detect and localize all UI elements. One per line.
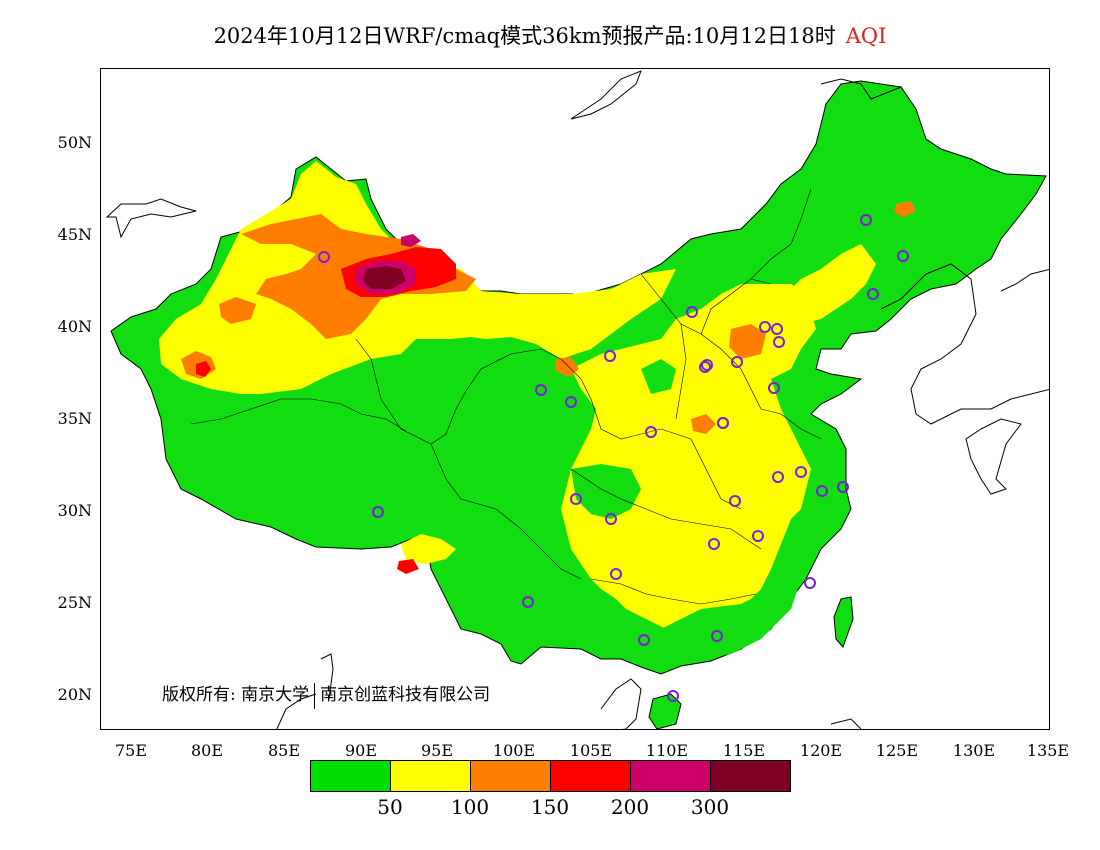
aqi-red-spot-2 bbox=[397, 559, 419, 574]
station-marker bbox=[773, 336, 785, 348]
aqi-orange-spot-2 bbox=[219, 297, 256, 324]
station-marker bbox=[708, 538, 720, 550]
province-boundaries bbox=[190, 188, 822, 605]
station-marker bbox=[604, 350, 616, 362]
colorbar-segment-4 bbox=[631, 761, 711, 791]
taiwan-island bbox=[833, 596, 854, 648]
colorbar-segment-1 bbox=[391, 761, 471, 791]
station-marker bbox=[686, 306, 698, 318]
x-tick-95e: 95E bbox=[420, 741, 454, 760]
title-main: 2024年10月12日WRF/cmaq模式36km预报产品:10月12日18时 bbox=[213, 24, 836, 48]
aqi-green-patch-2 bbox=[661, 569, 801, 659]
station-marker bbox=[717, 417, 729, 429]
station-marker bbox=[729, 495, 741, 507]
station-marker bbox=[318, 251, 330, 263]
aqi-orange-central-1 bbox=[729, 324, 766, 359]
station-marker bbox=[795, 466, 807, 478]
colorbar-label-150: 150 bbox=[530, 795, 570, 819]
station-marker bbox=[638, 634, 650, 646]
x-tick-75e: 75E bbox=[114, 741, 148, 760]
station-marker bbox=[867, 288, 879, 300]
x-tick-105e: 105E bbox=[569, 741, 613, 760]
aqi-orange-central-3 bbox=[556, 357, 579, 377]
x-tick-90e: 90E bbox=[344, 741, 378, 760]
hainan-island bbox=[648, 693, 682, 729]
station-marker bbox=[699, 361, 711, 373]
x-tick-120e: 120E bbox=[799, 741, 843, 760]
y-tick-45n: 45N bbox=[57, 225, 92, 244]
station-marker bbox=[645, 426, 657, 438]
aqi-maroon-region bbox=[363, 266, 406, 289]
station-marker bbox=[701, 359, 713, 371]
aqi-red-spot-1 bbox=[196, 361, 211, 377]
station-marker bbox=[605, 513, 617, 525]
station-marker bbox=[731, 356, 743, 368]
station-marker bbox=[667, 690, 679, 702]
aqi-colorbar bbox=[310, 760, 791, 792]
station-marker bbox=[804, 577, 816, 589]
colorbar-segment-2 bbox=[471, 761, 551, 791]
station-marker bbox=[771, 323, 783, 335]
station-marker bbox=[372, 506, 384, 518]
x-tick-110e: 110E bbox=[645, 741, 689, 760]
x-tick-135e: 135E bbox=[1026, 741, 1070, 760]
station-marker bbox=[522, 596, 534, 608]
colorbar-label-200: 200 bbox=[610, 795, 650, 819]
station-marker bbox=[897, 250, 909, 262]
aqi-yellow-east bbox=[781, 244, 876, 324]
station-marker bbox=[860, 214, 872, 226]
x-tick-115e: 115E bbox=[722, 741, 766, 760]
map-title: 2024年10月12日WRF/cmaq模式36km预报产品:10月12日18时 A… bbox=[0, 20, 1100, 50]
colorbar-label-50: 50 bbox=[377, 795, 403, 819]
station-marker bbox=[570, 493, 582, 505]
copyright-notice: 版权所有: 南京大学 南京创蓝科技有限公司 bbox=[162, 680, 490, 709]
colorbar-label-100: 100 bbox=[450, 795, 490, 819]
y-tick-20n: 20N bbox=[57, 685, 92, 704]
x-tick-85e: 85E bbox=[267, 741, 301, 760]
station-marker bbox=[711, 630, 723, 642]
map-frame bbox=[100, 68, 1050, 730]
coastlines bbox=[105, 70, 1049, 729]
y-tick-40n: 40N bbox=[57, 317, 92, 336]
station-marker bbox=[610, 568, 622, 580]
copyright-org2: 南京创蓝科技有限公司 bbox=[320, 685, 491, 705]
y-tick-30n: 30N bbox=[57, 501, 92, 520]
aqi-magenta-spot bbox=[401, 234, 421, 247]
copyright-prefix: 版权所有: bbox=[162, 685, 236, 705]
colorbar-segment-0 bbox=[311, 761, 391, 791]
station-markers bbox=[318, 214, 909, 702]
station-marker bbox=[772, 471, 784, 483]
colorbar-segment-5 bbox=[711, 761, 790, 791]
title-variable: AQI bbox=[845, 24, 887, 48]
station-marker bbox=[816, 485, 828, 497]
colorbar-label-300: 300 bbox=[690, 795, 730, 819]
x-tick-100e: 100E bbox=[492, 741, 536, 760]
y-tick-25n: 25N bbox=[57, 593, 92, 612]
station-marker bbox=[759, 321, 771, 333]
station-marker bbox=[565, 396, 577, 408]
aqi-map bbox=[105, 70, 1049, 729]
copyright-org1: 南京大学 bbox=[241, 685, 310, 705]
station-marker bbox=[768, 382, 780, 394]
station-marker bbox=[535, 384, 547, 396]
aqi-yellow-tibet-edge bbox=[401, 534, 456, 564]
aqi-green-patch-3 bbox=[641, 359, 676, 394]
x-tick-80e: 80E bbox=[190, 741, 224, 760]
x-tick-125e: 125E bbox=[875, 741, 919, 760]
station-marker bbox=[837, 481, 849, 493]
y-tick-35n: 35N bbox=[57, 409, 92, 428]
colorbar-segment-3 bbox=[551, 761, 631, 791]
aqi-orange-central-2 bbox=[691, 414, 716, 434]
y-tick-50n: 50N bbox=[57, 133, 92, 152]
aqi-yellow-central bbox=[561, 284, 816, 629]
copyright-separator bbox=[314, 682, 316, 709]
aqi-orange-ne bbox=[894, 201, 916, 217]
x-tick-130e: 130E bbox=[952, 741, 996, 760]
station-marker bbox=[752, 530, 764, 542]
